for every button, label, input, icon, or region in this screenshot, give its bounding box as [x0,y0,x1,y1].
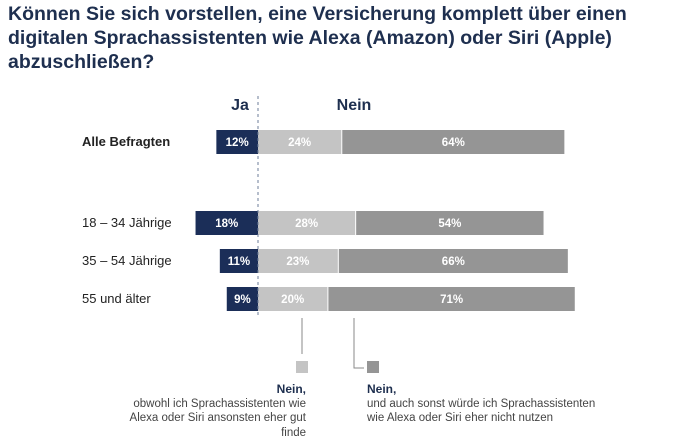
value-label-nein-light: 20% [281,294,304,306]
legend-dark-line1: und auch sonst würde ich Sprachassistent… [367,397,596,410]
value-label-nein-dark: 54% [438,218,461,230]
legend-dark-line2: wie Alexa oder Siri eher nicht nutzen [367,412,554,424]
bar-nein-dark [342,130,565,154]
value-label-nein-light: 23% [286,256,309,268]
bar-nein-dark [328,287,575,311]
category-label: Alle Befragten [82,134,170,149]
legend-connector-dark [353,318,364,369]
legend-light-line2: Alexa oder Siri ansonsten eher gut finde [129,412,306,439]
value-label-nein-light: 24% [288,137,311,149]
value-label-nein-dark: 71% [440,294,463,306]
category-label: 55 und älter [82,291,151,306]
header-nein: Nein [337,97,372,114]
bar-ja [219,249,258,273]
bar-nein-dark [338,249,568,273]
bar-nein-light [258,287,328,311]
value-label-ja: 18% [215,218,238,230]
legend-light-heading: Nein, [276,382,306,396]
chart-title: Können Sie sich vorstellen, eine Versich… [8,3,627,73]
value-label-ja: 9% [234,294,251,306]
bar-nein-light [258,249,338,273]
category-label: 35 – 54 Jährige [82,253,172,268]
legend-dark-text: Nein, und auch sonst würde ich Sprachass… [367,382,627,426]
legend-light-line1: obwohl ich Sprachassistenten wie [133,397,306,410]
value-label-nein-dark: 64% [442,137,465,149]
value-label-ja: 12% [226,137,249,149]
bar-nein-light [258,211,356,235]
bar-nein-dark [356,211,544,235]
bar-ja [195,211,258,235]
bar-ja [226,287,258,311]
legend-swatch-dark [367,361,379,373]
value-label-nein-dark: 66% [442,256,465,268]
category-label: 18 – 34 Jährige [82,215,172,230]
bar-ja [216,130,258,154]
legend-swatch-light [296,361,308,373]
legend-dark-heading: Nein, [367,382,397,396]
bar-nein-light [258,130,342,154]
value-label-ja: 11% [228,256,250,268]
legend-light-text: Nein, obwohl ich Sprachassistenten wie A… [110,382,306,440]
header-ja: Ja [231,97,249,114]
value-label-nein-light: 28% [295,218,318,230]
